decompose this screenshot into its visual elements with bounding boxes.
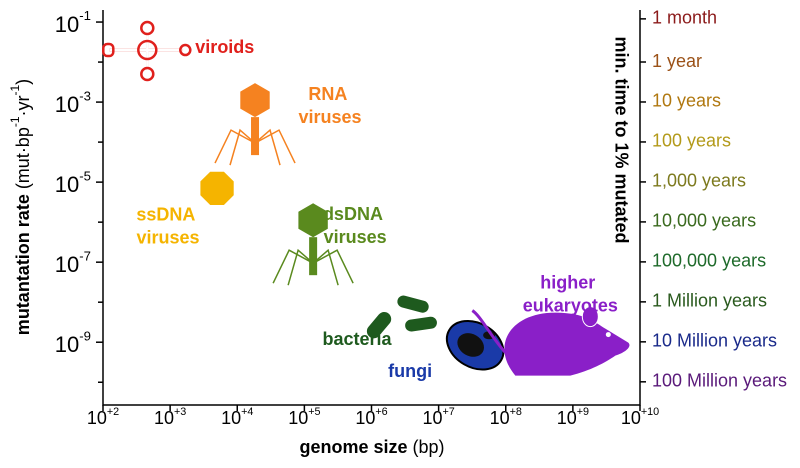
x-tick-label: 10+10 [621,406,659,428]
y2-tick-label: 100 years [652,131,731,151]
mouse-eye [605,332,611,338]
bacterium [366,311,392,339]
y-tick-label: 10-9 [55,329,91,357]
bacterium [397,295,429,313]
viroid-loop [179,43,192,57]
phage-leg [254,129,296,164]
group-label: ssDNA viruses [136,204,199,247]
mouse-body [504,312,630,376]
phage-head [298,203,328,238]
x-tick-label: 10+6 [355,406,387,428]
phage-tail [251,117,260,156]
y2-tick-label: 1 month [652,8,717,28]
organism-marker [214,83,296,166]
y-axis-label: mutantation rate (mut·bp-1·yr-1) [8,79,33,335]
phage-leg [312,248,339,286]
x-tick-label: 10+8 [490,406,522,428]
x-tick-label: 10+7 [422,406,454,428]
mouse-tail [471,309,507,354]
phage-leg [312,249,354,284]
y2-axis-label: min. time to 1% mutated [611,36,631,243]
organism-marker [366,295,437,339]
phage-leg [287,248,314,286]
viroid-stem-inner [109,32,183,71]
fungus-nucleus [457,333,484,357]
group-label: higher eukaryotes [523,272,618,315]
mouse-ear [581,306,599,328]
x-axis-label: genome size (bp) [299,437,444,457]
viroid-loop [137,39,158,61]
x-tick-label: 10+3 [154,406,186,428]
viroid-loop [102,42,115,58]
group-label: dsDNA viruses [323,204,387,247]
organism-marker [272,203,354,286]
y-tick-label: 10-5 [55,169,91,197]
group-label: RNA viruses [299,84,362,127]
y2-tick-label: 1,000 years [652,171,746,191]
octagon [200,171,234,205]
x-tick-label: 10+4 [221,406,253,428]
y-tick-label: 10-3 [55,89,91,117]
organism-marker [200,171,234,205]
y2-tick-label: 100,000 years [652,251,766,271]
x-tick-label: 10+2 [87,406,119,428]
viroid-loop [140,66,155,82]
y-tick-label: 10-1 [55,9,91,37]
y2-tick-label: 10 Million years [652,331,777,351]
bacterium [405,316,437,332]
organism-marker [471,306,630,376]
y-tick-label: 10-7 [55,249,91,277]
group-label: bacteria [323,329,393,349]
phage-leg [214,129,256,164]
y2-tick-label: 1 Million years [652,291,767,311]
y2-tick-label: 100 Million years [652,371,787,391]
phage-leg [272,249,314,284]
phage-leg [254,128,281,166]
phage-leg [229,128,256,166]
y2-tick-label: 10,000 years [652,211,756,231]
group-label: fungi [388,361,432,381]
organism-marker [102,20,192,82]
x-tick-label: 10+5 [288,406,320,428]
viroid-loop [140,20,155,36]
y2-tick-label: 1 year [652,51,702,71]
phage-tail [309,237,318,276]
y2-tick-label: 10 years [652,91,721,111]
phage-head [240,83,270,118]
group-label: viroids [195,37,254,57]
x-tick-label: 10+9 [557,406,589,428]
